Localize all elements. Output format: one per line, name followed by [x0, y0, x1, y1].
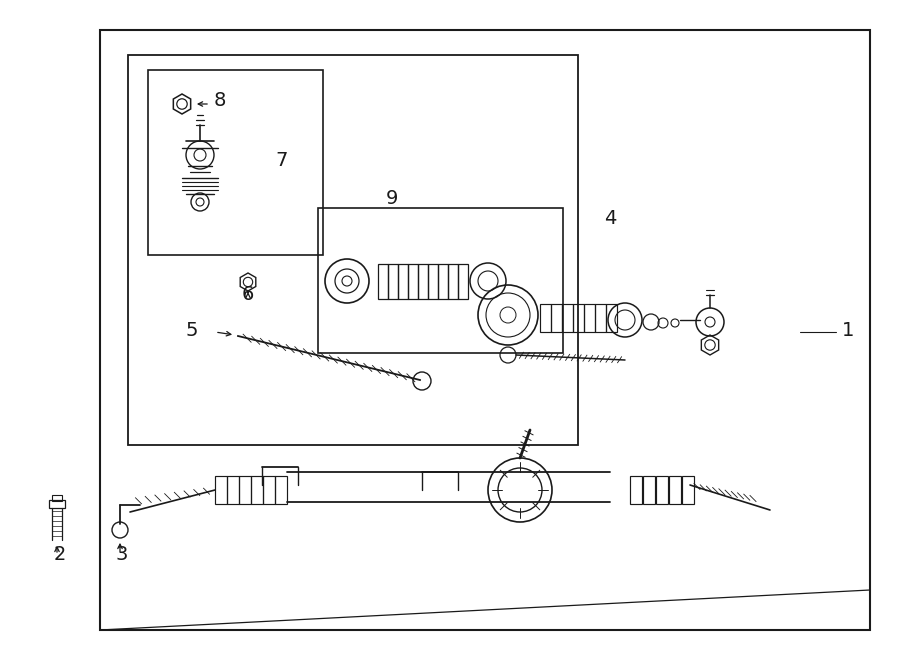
Bar: [148, 70, 323, 255]
Bar: [551, 304, 562, 332]
Bar: [643, 476, 655, 504]
Bar: [448, 264, 458, 299]
Bar: [251, 476, 263, 504]
Bar: [656, 476, 668, 504]
Bar: [595, 304, 606, 332]
Text: 2: 2: [54, 545, 67, 564]
Bar: [418, 264, 428, 299]
Bar: [100, 30, 870, 630]
Bar: [275, 476, 287, 504]
Bar: [562, 304, 573, 332]
Bar: [428, 264, 438, 299]
Bar: [52, 495, 62, 501]
Bar: [227, 476, 239, 504]
Text: 5: 5: [185, 321, 198, 340]
Text: 7: 7: [275, 151, 288, 169]
Bar: [606, 304, 617, 332]
Bar: [398, 264, 408, 299]
Text: 3: 3: [116, 545, 128, 564]
Text: 8: 8: [214, 91, 226, 110]
Bar: [49, 500, 65, 508]
Bar: [458, 264, 468, 299]
Bar: [584, 304, 595, 332]
Bar: [128, 55, 578, 445]
Bar: [318, 208, 563, 353]
Bar: [438, 264, 448, 299]
Bar: [669, 476, 681, 504]
Bar: [239, 476, 251, 504]
Bar: [573, 304, 584, 332]
Text: 9: 9: [386, 188, 398, 208]
Text: 6: 6: [242, 286, 254, 305]
Bar: [540, 304, 551, 332]
Bar: [378, 264, 388, 299]
Bar: [388, 264, 398, 299]
Bar: [215, 476, 227, 504]
Bar: [682, 476, 694, 504]
Bar: [408, 264, 418, 299]
Text: 1: 1: [842, 321, 854, 340]
Text: 4: 4: [604, 208, 617, 227]
Bar: [630, 476, 642, 504]
Bar: [263, 476, 275, 504]
